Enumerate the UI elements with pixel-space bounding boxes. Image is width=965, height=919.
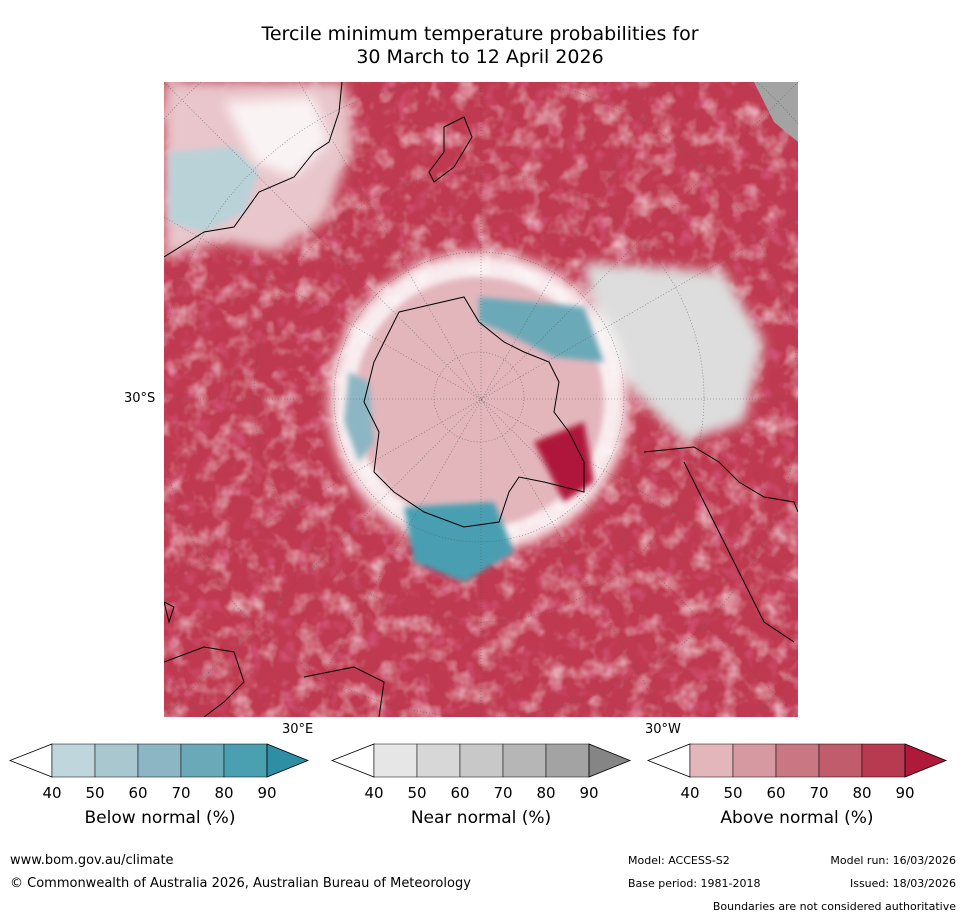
map-title-line-1: Tercile minimum temperature probabilitie… [261,23,699,45]
below-normal-tick: 60 [128,784,148,802]
footer-model: Model: ACCESS-S2 [628,854,730,867]
above-normal-tick: 60 [766,784,786,802]
antarctica-coastline [363,296,585,528]
below-normal-low-triangle [8,743,53,778]
longitude-label-30w: 30°W [645,722,681,737]
near-normal-tick: 90 [579,784,599,802]
above-normal-band-70-80 [818,743,863,778]
above-normal-tick: 90 [895,784,915,802]
above-normal-tick: 80 [852,784,872,802]
footer-issued: Issued: 18/03/2026 [849,877,956,890]
peninsula-above-normal [534,422,594,502]
near-normal-band-80-90 [545,743,590,778]
near-normal-colorbar-title: Near normal (%) [410,808,552,828]
below-normal-band-50-60 [94,743,139,778]
south-america-coastline [643,446,798,643]
above-normal-high-triangle [904,743,948,778]
madagascar-coastline [164,601,175,624]
footer-copyright: © Commonwealth of Australia 2026, Austra… [10,876,471,891]
near-normal-tick: 50 [407,784,427,802]
upper-right-near-normal [754,82,798,142]
below-normal-high-triangle [266,743,310,778]
above-normal-tick: 70 [809,784,829,802]
ross-sea-below-normal [479,297,604,362]
graticule-meridian [164,216,798,583]
latitude-label: 30°S [124,391,156,406]
above-normal-low-triangle [646,743,691,778]
above-normal-band-50-60 [732,743,777,778]
graticule-meridian [164,216,798,583]
below-normal-band-70-80 [180,743,225,778]
above-normal-band-80-90 [861,743,906,778]
above-normal-colorbar [646,743,948,778]
above-normal-colorbar-title: Above normal (%) [720,808,874,828]
weddell-below-normal [404,502,514,582]
near-normal-band-60-70 [459,743,504,778]
below-normal-tick: 70 [171,784,191,802]
probability-map [164,82,798,717]
longitude-label-30e: 30°E [282,722,314,737]
graticule-circle [253,171,705,623]
graticule-meridian [164,82,798,717]
footer-base-period: Base period: 1981-2018 [628,877,761,890]
below-normal-band-80-90 [223,743,268,778]
west-antarctic-below-normal [344,372,374,462]
near-normal-region [584,262,764,442]
below-normal-band-40-50 [51,743,96,778]
below-normal-tick: 80 [214,784,234,802]
near-normal-band-50-60 [416,743,461,778]
near-normal-low-triangle [330,743,375,778]
near-normal-band-70-80 [502,743,547,778]
footer-model-run: Model run: 16/03/2026 [830,854,956,867]
graticule-circle [333,251,625,543]
near-normal-tick: 70 [493,784,513,802]
africa-coastline [164,646,385,717]
map-title-line-2: 30 March to 12 April 2026 [356,46,604,68]
footer-disclaimer: Boundaries are not considered authoritat… [712,900,956,913]
australia-below-normal-patch [169,147,259,232]
above-normal-band-40-50 [689,743,734,778]
australia-coastline [164,82,343,258]
below-normal-colorbar [8,743,310,778]
below-normal-tick: 40 [42,784,62,802]
above-normal-tick: 40 [680,784,700,802]
footer-url: www.bom.gov.au/climate [10,853,174,868]
below-normal-band-60-70 [137,743,182,778]
near-normal-tick: 80 [536,784,556,802]
graticule-meridian [164,82,798,717]
below-normal-tick: 50 [85,784,105,802]
below-normal-tick: 90 [257,784,277,802]
near-normal-colorbar [330,743,632,778]
near-normal-tick: 40 [364,784,384,802]
australia-near-normal-patch [224,97,329,177]
new-zealand-coastline [428,116,473,183]
near-normal-tick: 60 [450,784,470,802]
graticule-circle [433,351,525,443]
near-normal-band-40-50 [373,743,418,778]
below-normal-colorbar-title: Below normal (%) [84,808,236,828]
above-normal-tick: 50 [723,784,743,802]
near-normal-high-triangle [588,743,632,778]
above-normal-band-60-70 [775,743,820,778]
